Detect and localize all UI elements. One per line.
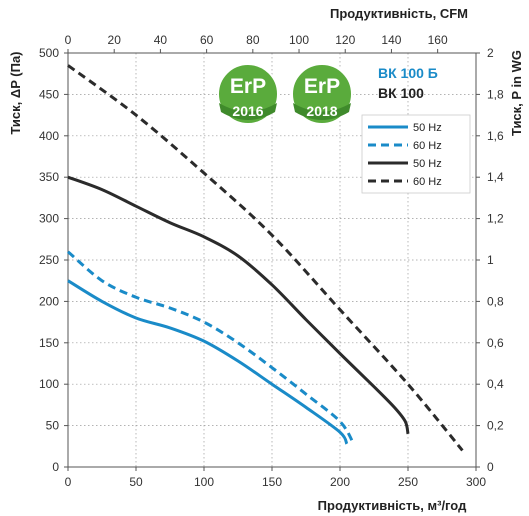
axes [64,49,480,471]
bottom-axis-title: Продуктивність, м³/год [318,498,467,513]
erp-badge-year: 2018 [306,103,337,119]
y-tick-label: 150 [39,336,59,350]
top-tick-label: 140 [381,33,401,47]
legend-label-4: 60 Hz [413,176,442,188]
right-tick-label: 1,8 [487,87,504,101]
erp-badge-band [293,103,351,120]
legend-label-2: 60 Hz [413,140,442,152]
right-tick-label: 1,6 [487,129,504,143]
y-tick-label: 0 [52,460,59,474]
legend: 50 Hz 60 Hz 50 Hz 60 Hz [361,114,471,194]
tick-labels: 0 50 100 150 200 250 3000501001502002503003504… [39,33,504,489]
right-tick-label: 0,6 [487,336,504,350]
top-tick-label: 100 [289,33,309,47]
x-tick-label: 100 [194,475,214,489]
top-axis-title: Продуктивність, CFM [330,6,468,21]
y-tick-label: 50 [46,419,60,433]
series-lines [67,64,464,452]
y-tick-label: 450 [39,87,59,101]
right-axis-title: Тиск, P in WG [509,50,524,136]
series-line-3 [67,175,410,435]
erp-2018-badge: ErP 2018 [291,63,353,125]
y-tick-label: 400 [39,129,59,143]
right-tick-label: 0,2 [487,419,504,433]
series-line-2 [67,250,355,445]
erp-badge-year: 2016 [232,103,263,119]
erp-badge-label: ErP [230,75,266,98]
right-tick-label: 1,4 [487,170,504,184]
x-tick-label: 300 [466,475,486,489]
x-tick-label: 150 [262,475,282,489]
series-line-4 [67,64,464,452]
right-tick-label: 1,2 [487,212,504,226]
right-tick-label: 2 [487,46,494,60]
right-tick-label: 0,4 [487,377,504,391]
right-tick-label: 0 [487,460,494,474]
top-tick-label: 60 [200,33,214,47]
top-tick-label: 120 [335,33,355,47]
x-tick-label: 200 [330,475,350,489]
erp-badge-band [219,103,277,120]
top-tick-label: 0 [65,33,72,47]
y-tick-label: 500 [39,46,59,60]
y-tick-label: 350 [39,170,59,184]
top-tick-label: 40 [154,33,168,47]
right-tick-label: 0,8 [487,294,504,308]
top-tick-label: 20 [108,33,122,47]
erp-badge-circle [217,63,279,125]
legend-model-vk100b: ВК 100 Б [378,65,438,81]
erp-badge-label: ErP [304,75,340,98]
legend-model-vk100: ВК 100 [378,85,424,101]
series-line-1 [67,279,349,445]
y-tick-label: 300 [39,212,59,226]
x-tick-label: 50 [129,475,143,489]
erp-badge-circle [291,63,353,125]
erp-2016-badge: ErP 2016 [217,63,279,125]
y-tick-label: 100 [39,377,59,391]
y-tick-label: 200 [39,294,59,308]
top-tick-label: 80 [246,33,260,47]
x-tick-label: 250 [398,475,418,489]
right-tick-label: 1 [487,253,494,267]
legend-label-3: 50 Hz [413,158,442,170]
x-tick-label: 0 [65,475,72,489]
y-tick-label: 250 [39,253,59,267]
left-axis-title: Тиск, ΔP (Па) [8,51,23,134]
legend-label-1: 50 Hz [413,122,442,134]
top-tick-label: 160 [428,33,448,47]
